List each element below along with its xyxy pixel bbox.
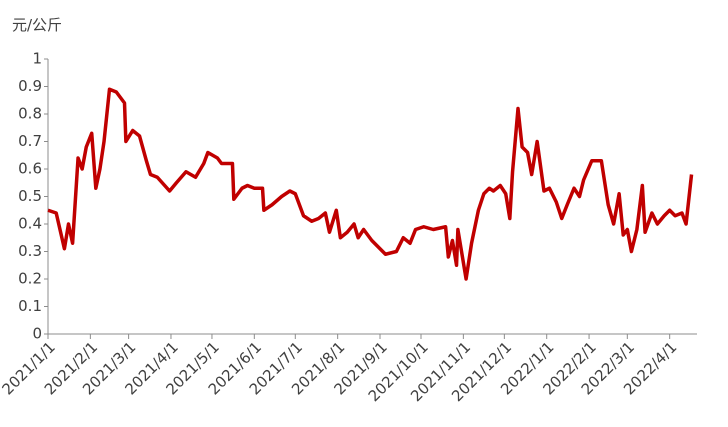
y-tick-label: 1 (32, 50, 42, 68)
y-tick-label: 0.6 (18, 160, 42, 178)
y-tick-label: 0.7 (18, 132, 42, 150)
y-tick-label: 0.5 (18, 187, 42, 205)
y-tick-label: 0.9 (18, 77, 42, 95)
y-tick-label: 0.2 (18, 270, 42, 288)
y-tick-label: 0.4 (18, 215, 42, 233)
y-tick-label: 0.8 (18, 105, 42, 123)
y-axis-label: 元/公斤 (12, 16, 62, 34)
y-tick-label: 0.1 (18, 297, 42, 315)
y-tick-label: 0 (32, 325, 42, 343)
series-line (47, 87, 694, 281)
y-tick-label: 0.3 (18, 242, 42, 260)
